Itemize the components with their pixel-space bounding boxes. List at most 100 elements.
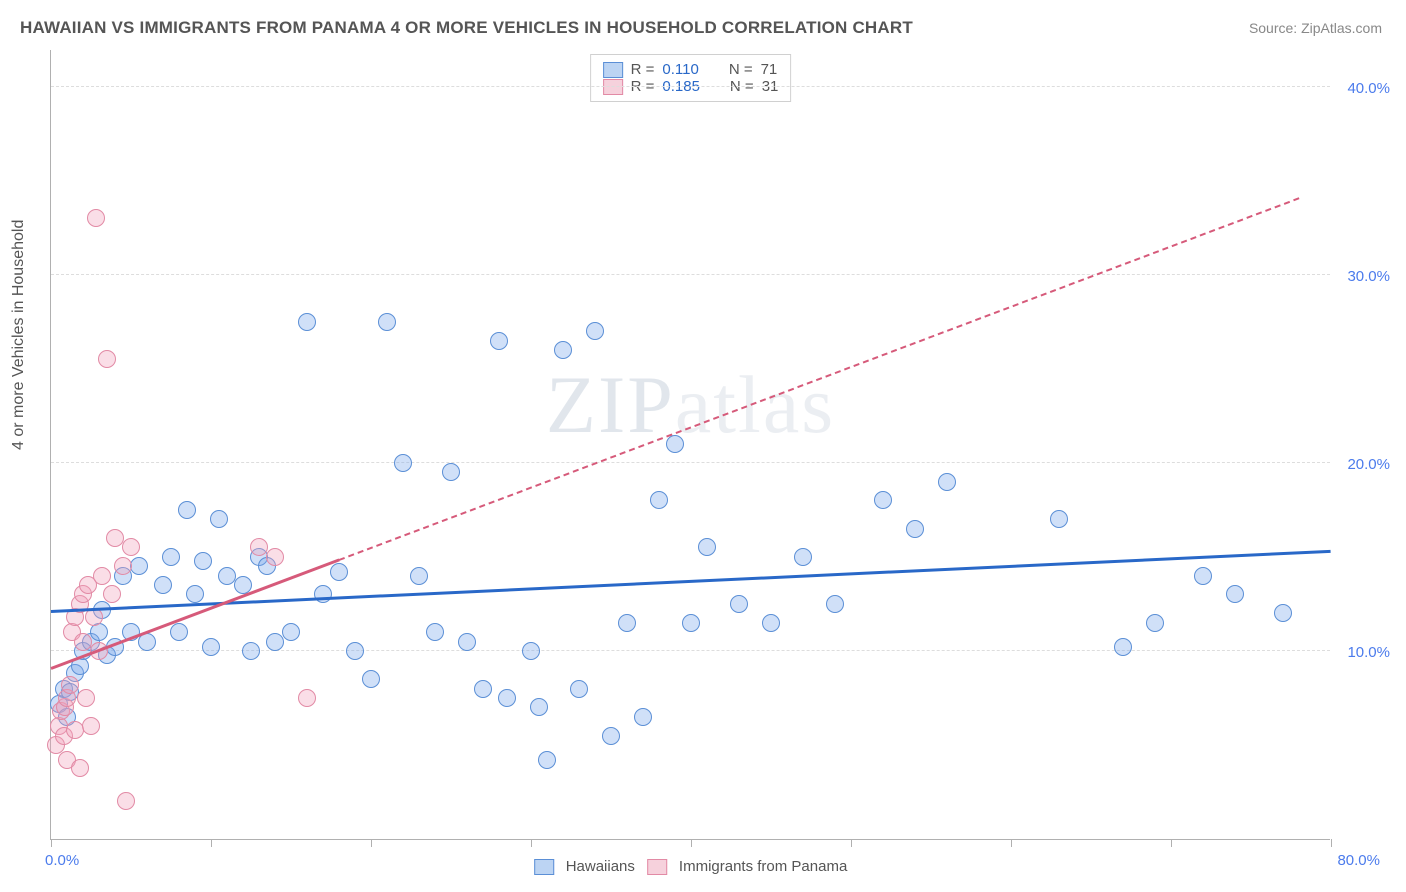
data-point bbox=[314, 585, 332, 603]
data-point bbox=[186, 585, 204, 603]
x-tick bbox=[1331, 839, 1332, 847]
data-point bbox=[266, 633, 284, 651]
correlation-legend: R = 0.110 N = 71 R = 0.185 N = 31 bbox=[590, 54, 792, 102]
data-point bbox=[874, 491, 892, 509]
trend-line-dashed bbox=[339, 198, 1300, 562]
swatch-panama bbox=[647, 859, 667, 875]
data-point bbox=[1274, 604, 1292, 622]
gridline-h bbox=[51, 86, 1330, 87]
swatch-hawaiians bbox=[603, 62, 623, 78]
data-point bbox=[634, 708, 652, 726]
data-point bbox=[98, 350, 116, 368]
gridline-h bbox=[51, 274, 1330, 275]
r-value-hawaiians: 0.110 bbox=[662, 61, 698, 78]
chart-title: HAWAIIAN VS IMMIGRANTS FROM PANAMA 4 OR … bbox=[20, 18, 913, 38]
data-point bbox=[586, 322, 604, 340]
data-point bbox=[242, 642, 260, 660]
data-point bbox=[170, 623, 188, 641]
data-point bbox=[93, 567, 111, 585]
data-point bbox=[362, 670, 380, 688]
legend-row-hawaiians: R = 0.110 N = 71 bbox=[603, 61, 779, 78]
data-point bbox=[330, 563, 348, 581]
data-point bbox=[122, 538, 140, 556]
y-tick-label: 20.0% bbox=[1347, 456, 1390, 473]
data-point bbox=[82, 717, 100, 735]
data-point bbox=[682, 614, 700, 632]
x-axis-max-label: 80.0% bbox=[1337, 852, 1380, 869]
data-point bbox=[114, 557, 132, 575]
data-point bbox=[426, 623, 444, 641]
data-point bbox=[1226, 585, 1244, 603]
data-point bbox=[538, 751, 556, 769]
x-axis-min-label: 0.0% bbox=[45, 852, 79, 869]
data-point bbox=[282, 623, 300, 641]
data-point bbox=[474, 680, 492, 698]
data-point bbox=[130, 557, 148, 575]
data-point bbox=[194, 552, 212, 570]
source-attribution: Source: ZipAtlas.com bbox=[1249, 20, 1382, 36]
data-point bbox=[210, 510, 228, 528]
legend-label-panama: Immigrants from Panama bbox=[679, 858, 847, 875]
data-point bbox=[162, 548, 180, 566]
data-point bbox=[1050, 510, 1068, 528]
y-tick-label: 30.0% bbox=[1347, 268, 1390, 285]
data-point bbox=[618, 614, 636, 632]
data-point bbox=[650, 491, 668, 509]
data-point bbox=[71, 759, 89, 777]
data-point bbox=[154, 576, 172, 594]
x-tick bbox=[1171, 839, 1172, 847]
data-point bbox=[1114, 638, 1132, 656]
data-point bbox=[762, 614, 780, 632]
data-point bbox=[298, 313, 316, 331]
data-point bbox=[77, 689, 95, 707]
data-point bbox=[61, 676, 79, 694]
gridline-h bbox=[51, 462, 1330, 463]
x-tick bbox=[691, 839, 692, 847]
r-label: R = bbox=[631, 61, 655, 78]
scatter-plot-area: ZIPatlas R = 0.110 N = 71 R = 0.185 N = … bbox=[50, 50, 1330, 840]
n-value-hawaiians: 71 bbox=[761, 61, 778, 78]
data-point bbox=[117, 792, 135, 810]
data-point bbox=[178, 501, 196, 519]
data-point bbox=[410, 567, 428, 585]
data-point bbox=[1194, 567, 1212, 585]
data-point bbox=[730, 595, 748, 613]
data-point bbox=[938, 473, 956, 491]
legend-label-hawaiians: Hawaiians bbox=[566, 858, 635, 875]
y-tick-label: 40.0% bbox=[1347, 80, 1390, 97]
data-point bbox=[698, 538, 716, 556]
data-point bbox=[87, 209, 105, 227]
data-point bbox=[554, 341, 572, 359]
x-tick bbox=[851, 839, 852, 847]
data-point bbox=[666, 435, 684, 453]
y-axis-label: 4 or more Vehicles in Household bbox=[10, 220, 28, 450]
data-point bbox=[458, 633, 476, 651]
data-point bbox=[570, 680, 588, 698]
x-tick bbox=[531, 839, 532, 847]
data-point bbox=[346, 642, 364, 660]
data-point bbox=[522, 642, 540, 660]
swatch-hawaiians bbox=[534, 859, 554, 875]
x-tick bbox=[371, 839, 372, 847]
data-point bbox=[490, 332, 508, 350]
series-legend: Hawaiians Immigrants from Panama bbox=[534, 858, 848, 875]
watermark: ZIPatlas bbox=[546, 358, 835, 452]
data-point bbox=[826, 595, 844, 613]
data-point bbox=[103, 585, 121, 603]
data-point bbox=[794, 548, 812, 566]
data-point bbox=[442, 463, 460, 481]
data-point bbox=[394, 454, 412, 472]
x-tick bbox=[211, 839, 212, 847]
data-point bbox=[602, 727, 620, 745]
data-point bbox=[1146, 614, 1164, 632]
x-tick bbox=[51, 839, 52, 847]
data-point bbox=[266, 548, 284, 566]
n-label: N = bbox=[729, 61, 753, 78]
data-point bbox=[378, 313, 396, 331]
x-tick bbox=[1011, 839, 1012, 847]
data-point bbox=[906, 520, 924, 538]
data-point bbox=[498, 689, 516, 707]
y-tick-label: 10.0% bbox=[1347, 644, 1390, 661]
data-point bbox=[530, 698, 548, 716]
data-point bbox=[202, 638, 220, 656]
